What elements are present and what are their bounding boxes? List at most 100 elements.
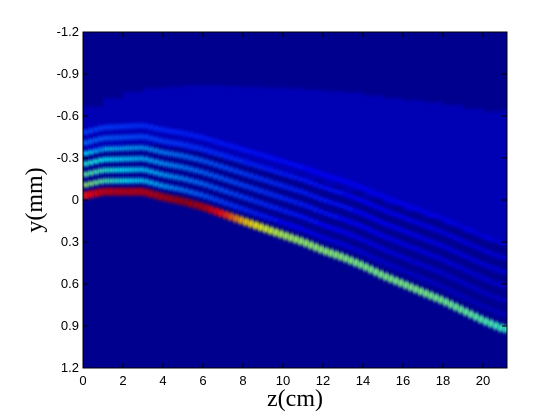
- fringe-cell: [273, 205, 279, 211]
- fringe-cell: [83, 171, 89, 177]
- fringe-cell: [218, 175, 224, 181]
- fringe-cell: [103, 178, 109, 184]
- fringe-cell: [393, 238, 399, 244]
- main-lobe-cell: [498, 323, 504, 332]
- fringe-cell: [303, 215, 309, 221]
- y-tick-label: -0.9: [57, 66, 79, 81]
- fringe-cell: [428, 279, 434, 285]
- fringe-cell: [383, 261, 389, 266]
- main-lobe-cell: [403, 281, 409, 289]
- fringe-cell: [478, 302, 484, 308]
- fringe-cell: [333, 239, 339, 245]
- fringe-cell: [363, 238, 369, 244]
- fringe-cell: [208, 183, 214, 189]
- fringe-cell: [478, 288, 484, 294]
- fringe-cell: [178, 164, 184, 170]
- fringe-cell: [338, 228, 344, 234]
- fringe-cell: [373, 243, 379, 249]
- fringe-cell: [353, 221, 359, 227]
- main-lobe-cell: [133, 187, 139, 196]
- x-tick-label: 14: [356, 373, 370, 388]
- fringe-cell: [398, 227, 404, 233]
- scatter-cell: [403, 100, 424, 212]
- fringe-cell: [398, 214, 404, 220]
- fringe-cell: [83, 182, 89, 188]
- fringe-cell: [143, 145, 149, 151]
- x-tick-label: 8: [239, 373, 246, 388]
- fringe-cell: [368, 227, 374, 233]
- x-tick-label: 4: [159, 373, 166, 388]
- fringe-cell: [168, 162, 174, 168]
- fringe-cell: [463, 295, 469, 301]
- main-lobe-cell: [143, 188, 149, 197]
- fringe-cell: [238, 193, 244, 199]
- fringe-cell: [338, 215, 344, 221]
- fringe-cell: [258, 164, 264, 170]
- fringe-cell: [293, 212, 299, 218]
- fringe-cell: [103, 146, 109, 152]
- fringe-cell: [128, 167, 134, 173]
- fringe-cell: [473, 300, 479, 306]
- fringe-cell: [418, 248, 424, 254]
- fringe-cell: [413, 219, 419, 225]
- fringe-cell: [358, 223, 364, 229]
- fringe-cell: [398, 253, 404, 259]
- fringe-cell: [378, 232, 384, 238]
- fringe-cell: [483, 276, 489, 282]
- main-lobe-cell: [388, 274, 394, 283]
- fringe-cell: [233, 192, 239, 198]
- fringe-cell: [353, 247, 359, 253]
- fringe-cell: [348, 219, 354, 225]
- fringe-cell: [373, 204, 379, 210]
- fringe-cell: [433, 281, 439, 287]
- main-lobe-cell: [173, 195, 179, 204]
- fringe-cell: [383, 247, 389, 253]
- scatter-cell: [443, 105, 464, 225]
- fringe-cell: [503, 283, 507, 289]
- main-lobe-cell: [493, 321, 499, 330]
- main-lobe-cell: [183, 198, 189, 206]
- fringe-cell: [153, 170, 159, 176]
- fringe-cell: [168, 173, 174, 179]
- y-tick-label: -0.6: [57, 108, 79, 123]
- fringe-cell: [503, 269, 507, 275]
- fringe-cell: [368, 214, 374, 220]
- fringe-cell: [343, 243, 349, 249]
- main-lobe-cell: [228, 212, 234, 221]
- main-lobe-cell: [313, 243, 319, 252]
- fringe-cell: [333, 214, 339, 220]
- fringe-cell: [173, 186, 179, 191]
- fringe-cell: [393, 265, 399, 271]
- fringe-cell: [323, 198, 329, 204]
- fringe-cell: [98, 157, 104, 163]
- fringe-cell: [83, 150, 89, 156]
- fringe-cell: [233, 204, 239, 209]
- fringe-cell: [413, 233, 419, 239]
- fringe-cell: [473, 286, 479, 292]
- fringe-cell: [293, 199, 299, 205]
- fringe-cell: [418, 221, 424, 227]
- fringe-cell: [458, 237, 464, 243]
- fringe-cell: [183, 188, 189, 194]
- fringe-cell: [183, 154, 189, 159]
- fringe-cell: [108, 156, 114, 162]
- fringe-cell: [483, 290, 489, 296]
- main-lobe-cell: [118, 187, 124, 196]
- fringe-cell: [438, 270, 444, 275]
- fringe-cell: [403, 242, 409, 248]
- y-tick-label: 0.9: [61, 318, 79, 333]
- fringe-cell: [243, 183, 249, 189]
- fringe-cell: [378, 206, 384, 212]
- fringe-cell: [353, 195, 359, 201]
- fringe-cell: [433, 268, 439, 273]
- main-lobe-cell: [343, 254, 349, 263]
- fringe-cell: [168, 185, 174, 190]
- fringe-cell: [163, 184, 169, 189]
- y-tick-label: 0: [72, 192, 79, 207]
- fringe-cell: [328, 225, 334, 231]
- fringe-cell: [443, 244, 449, 250]
- y-tick-label: 1.2: [61, 360, 79, 375]
- fringe-cell: [503, 255, 507, 261]
- fringe-cell: [413, 273, 419, 279]
- fringe-cell: [308, 205, 314, 211]
